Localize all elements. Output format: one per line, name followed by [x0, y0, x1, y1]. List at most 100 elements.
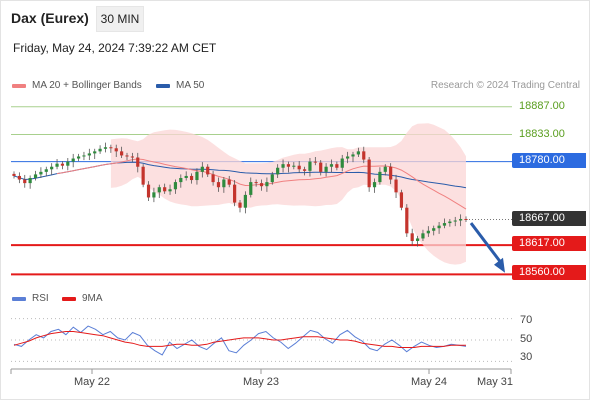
candle-body [442, 223, 447, 226]
bollinger-band [110, 123, 467, 265]
candle-body [421, 233, 425, 239]
candle-body [281, 164, 285, 168]
candle-body [410, 233, 414, 242]
candle-body [292, 165, 296, 167]
candle-body [87, 153, 91, 156]
level-18833-label: 18833.00 [519, 128, 565, 140]
candle-body [276, 167, 280, 175]
legend-rsi-label: RSI [32, 293, 49, 304]
candle-body [346, 156, 350, 159]
candle-body [405, 207, 409, 234]
candle-body [459, 218, 463, 221]
candle-body [265, 182, 269, 187]
candle-body [141, 166, 145, 185]
x-tick-may23: May 23 [242, 376, 280, 388]
forecast-arrow-head [494, 257, 505, 273]
candle-body [464, 218, 468, 220]
candle-body [335, 164, 339, 168]
candle-body [243, 194, 247, 208]
candle-body [415, 238, 420, 242]
candle-body [383, 166, 387, 172]
candle-body [453, 220, 457, 222]
instrument-name: Dax (Eurex) [11, 10, 89, 26]
candle-body [168, 189, 172, 192]
candle-body [362, 151, 366, 160]
rsi-line [13, 325, 467, 356]
candle-body [184, 175, 188, 178]
candle-body [238, 202, 242, 208]
candle-body [98, 148, 102, 152]
candle-body [351, 154, 355, 157]
x-tick-may31: May 31 [476, 376, 514, 388]
candle-body [163, 187, 167, 192]
candle-body [125, 155, 129, 157]
candle-body [249, 182, 253, 195]
candle-body [211, 174, 215, 183]
candle-body [324, 166, 328, 172]
candle-body [109, 147, 113, 149]
candle-body [50, 166, 54, 170]
candle-body [367, 159, 371, 188]
legend-9ma: 9MA [62, 293, 103, 304]
legend-ma20-label: MA 20 + Bollinger Bands [32, 80, 142, 91]
legend-ma50-label: MA 50 [176, 80, 205, 91]
candle-body [179, 177, 183, 183]
candle-body [222, 179, 226, 188]
candle-body [103, 147, 108, 149]
candle-body [71, 158, 75, 162]
candle-body [39, 171, 43, 175]
candle-body [44, 169, 48, 172]
candle-body [12, 173, 16, 176]
candle-body [17, 175, 21, 180]
candle-body [227, 179, 231, 185]
credit-text: Research © 2024 Trading Central [430, 80, 580, 91]
forecast-arrow-shaft [469, 222, 503, 264]
candle-body [28, 177, 32, 184]
candle-body [399, 192, 404, 208]
candle-body [173, 182, 178, 190]
ma50-swatch [156, 83, 170, 88]
rsi-swatch [12, 296, 26, 301]
level-18560-label: 18560.00 [512, 265, 586, 280]
legend-ma50: MA 50 [156, 80, 204, 91]
candle-body [329, 164, 334, 167]
candle-body [259, 183, 264, 187]
candle-body [93, 151, 97, 154]
candle-body [130, 156, 134, 158]
top-bar: Dax (Eurex) 30 MIN [0, 0, 590, 37]
candle-body [432, 228, 436, 231]
rsi-tick-70: 70 [520, 314, 533, 326]
candle-body [33, 174, 38, 178]
candle-body [313, 161, 317, 163]
candle-body [82, 155, 86, 157]
candle-body [394, 179, 398, 193]
candle-body [437, 225, 441, 229]
ma9-swatch [62, 296, 76, 301]
candle-body [114, 148, 118, 152]
candle-body [216, 182, 221, 188]
candle-body [23, 179, 27, 184]
candle-body [372, 182, 377, 188]
candle-body [356, 151, 360, 155]
level-18780-label: 18780.00 [512, 153, 586, 168]
candle-body [195, 171, 199, 181]
rsi-9ma-line [13, 331, 466, 348]
level-18617-label: 18617.00 [512, 236, 586, 251]
x-tick-may22: May 22 [73, 376, 111, 388]
candle-body [136, 157, 140, 167]
interval-selector[interactable]: 30 MIN [96, 6, 144, 32]
candle-body [286, 164, 291, 167]
candle-body [146, 184, 151, 198]
candle-body [60, 163, 65, 166]
candle-body [206, 166, 210, 175]
candle-body [297, 165, 301, 170]
x-tick-may24: May 24 [410, 376, 448, 388]
legend-9ma-label: 9MA [82, 293, 103, 304]
ma20-swatch [12, 83, 26, 88]
rsi-tick-30: 30 [520, 351, 533, 363]
candle-body [302, 169, 307, 171]
last-price-label: 18667.00 [512, 211, 586, 226]
candle-body [55, 163, 59, 167]
legend-ma20: MA 20 + Bollinger Bands [12, 80, 142, 91]
